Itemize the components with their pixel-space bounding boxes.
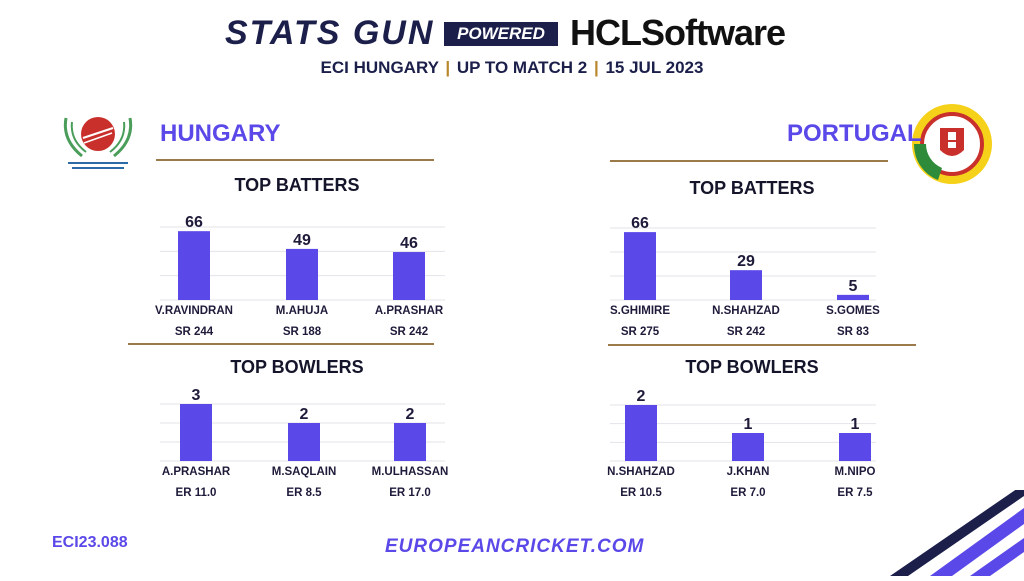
player-name-label: S.GOMES — [826, 305, 880, 317]
bar — [625, 405, 657, 461]
bar-value-label: 66 — [185, 214, 203, 231]
team-underline-hungary — [156, 159, 434, 161]
player-rate-label: ER 11.0 — [176, 487, 217, 499]
sponsor-name-b: Software — [641, 12, 786, 53]
section-title-hungary-batters: TOP BATTERS — [234, 175, 360, 195]
bar — [394, 423, 426, 461]
player-name-label: A.PRASHAR — [162, 466, 231, 478]
section-divider-hungary — [128, 343, 434, 345]
portugal-federation-logo — [908, 98, 996, 190]
section-title-portugal-batters: TOP BATTERS — [689, 178, 815, 198]
bar — [180, 404, 212, 461]
sponsor-name-a: HCL — [570, 12, 642, 53]
player-rate-label: SR 83 — [837, 326, 869, 338]
player-name-label: M.SAQLAIN — [272, 466, 337, 478]
bar — [286, 248, 318, 300]
player-rate-label: ER 17.0 — [389, 487, 431, 499]
bar — [178, 231, 210, 300]
player-name-label: M.AHUJA — [276, 305, 328, 317]
powered-by-badge: POWERED BY — [444, 22, 558, 67]
bar — [624, 232, 656, 300]
graphic-code: ECI23.088 — [52, 534, 128, 551]
bar-value-label: 1 — [744, 416, 753, 433]
player-rate-label: SR 244 — [175, 326, 214, 338]
player-name-label: S.GHIMIRE — [610, 305, 670, 317]
player-rate-label: SR 275 — [621, 326, 660, 338]
subtitle-separator: | — [593, 58, 599, 77]
player-name-label: A.PRASHAR — [375, 305, 444, 317]
bar — [839, 433, 871, 461]
player-rate-label: ER 7.0 — [730, 487, 765, 499]
player-rate-label: SR 242 — [390, 326, 428, 338]
decorative-stripes — [870, 484, 1024, 576]
bar — [730, 270, 762, 300]
brand-title: STATS GUN — [225, 14, 435, 52]
bar-value-label: 2 — [406, 406, 415, 423]
team-underline-portugal — [610, 160, 888, 162]
bar-value-label: 49 — [293, 232, 311, 249]
website-link[interactable]: EUROPEANCRICKET.COM — [385, 536, 645, 557]
subtitle: ECI HUNGARY | UP TO MATCH 2 | 15 JUL 202… — [0, 58, 1024, 78]
bar — [837, 294, 869, 300]
player-rate-label: ER 8.5 — [286, 487, 322, 499]
bar-value-label: 29 — [737, 253, 755, 270]
player-rate-label: SR 242 — [727, 326, 765, 338]
player-name-label: N.SHAHZAD — [712, 305, 780, 317]
player-name-label: V.RAVINDRAN — [155, 305, 233, 317]
hungary-association-logo — [52, 110, 144, 180]
subtitle-event: ECI HUNGARY — [320, 58, 439, 77]
player-name-label: J.KHAN — [727, 466, 770, 478]
bar-value-label: 3 — [192, 387, 201, 404]
team-name-portugal: PORTUGAL — [787, 120, 922, 147]
player-rate-label: SR 188 — [283, 326, 322, 338]
player-rate-label: ER 7.5 — [837, 487, 873, 499]
subtitle-date: 15 JUL 2023 — [605, 58, 704, 77]
section-title-portugal-bowlers: TOP BOWLERS — [685, 357, 819, 377]
sponsor-logo: HCLSoftware — [570, 12, 786, 54]
bar-value-label: 46 — [400, 235, 418, 252]
bar — [288, 423, 320, 461]
player-name-label: M.NIPO — [835, 466, 876, 478]
player-name-label: N.SHAHZAD — [607, 466, 675, 478]
bar-value-label: 2 — [300, 406, 309, 423]
team-name-hungary: HUNGARY — [160, 120, 281, 147]
subtitle-separator: | — [445, 58, 451, 77]
bar-value-label: 5 — [849, 278, 858, 295]
bar-value-label: 66 — [631, 215, 649, 232]
bar — [732, 433, 764, 461]
player-name-label: M.ULHASSAN — [372, 466, 449, 478]
section-title-hungary-bowlers: TOP BOWLERS — [230, 357, 364, 377]
bar-value-label: 2 — [637, 388, 646, 405]
subtitle-scope: UP TO MATCH 2 — [456, 58, 588, 77]
section-divider-portugal — [608, 344, 916, 346]
bar — [393, 252, 425, 300]
player-rate-label: ER 10.5 — [620, 487, 662, 499]
bar-value-label: 1 — [851, 416, 860, 433]
